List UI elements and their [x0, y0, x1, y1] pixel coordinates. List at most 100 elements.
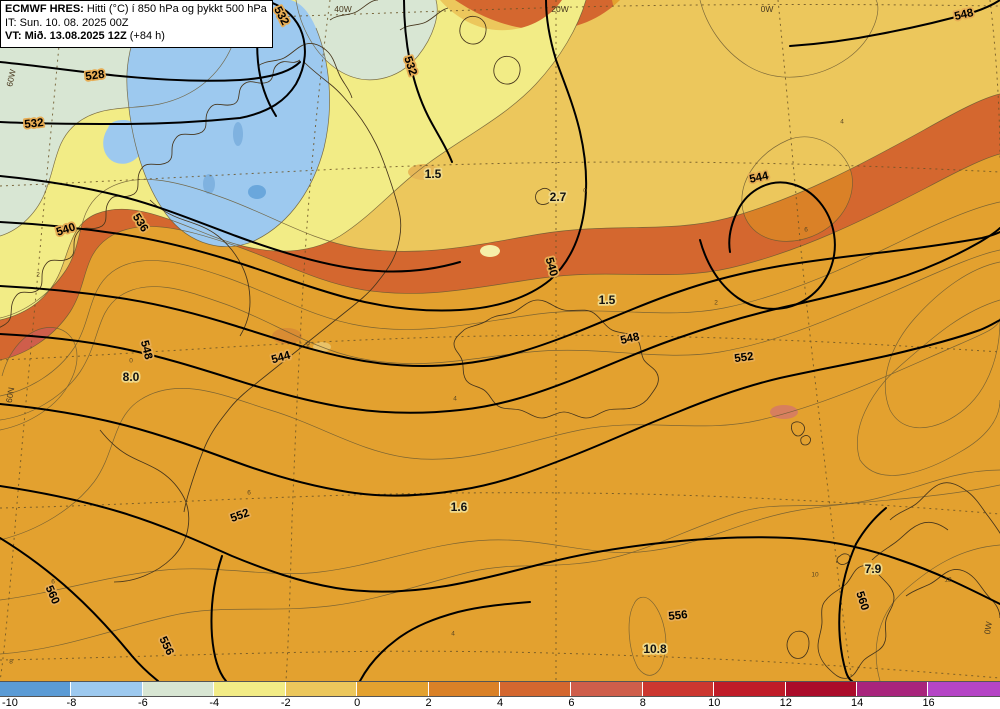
thickness-536: [0, 175, 461, 273]
svg-text:540: 540: [543, 256, 560, 278]
inline-value-label: 8: [9, 659, 13, 666]
svg-text:10: 10: [811, 572, 819, 579]
temp-band-0: [0, 154, 1000, 681]
info-line-model: ECMWF HRES: Hitti (°C) í 850 hPa og þykk…: [5, 3, 267, 17]
inline-value-label: 10: [811, 572, 819, 579]
temp-patch-3: [770, 405, 798, 419]
colorbar-segment[interactable]: [642, 682, 715, 696]
svg-text:528: 528: [85, 69, 106, 84]
longitude-label: 0W: [761, 4, 774, 14]
svg-text:2.7: 2.7: [550, 190, 567, 204]
colorbar-tick: 0: [354, 697, 361, 709]
thickness-560c: [855, 507, 887, 545]
colorbar-segment[interactable]: [0, 682, 72, 696]
colorbar-tick: -2: [280, 697, 291, 709]
colorbar-tick: 6: [568, 697, 575, 709]
inline-value-label: 12: [944, 577, 952, 584]
colorbar-segment[interactable]: [785, 682, 858, 696]
colorbar-segment[interactable]: [428, 682, 500, 696]
cold-pool-core-2: [203, 174, 215, 194]
colorbar-tick: 4: [496, 697, 504, 709]
inline-value-label: 0: [306, 341, 310, 348]
colorbar-segment[interactable]: [214, 682, 286, 696]
colorbar-tick: -4: [209, 697, 220, 709]
svg-text:10.8: 10.8: [643, 642, 667, 656]
colorbar-segment[interactable]: [499, 682, 572, 696]
coastline-faroe-2: [800, 435, 811, 446]
forecast-info-box: ECMWF HRES: Hitti (°C) í 850 hPa og þykk…: [0, 0, 273, 48]
svg-text:0W: 0W: [982, 621, 994, 635]
coastline-ireland: [786, 630, 810, 659]
thickness-528: [0, 61, 301, 82]
product-label: Hitti (°C) í 850 hPa og þykkt 500 hPa: [86, 3, 267, 15]
graticule-label-group: 60W 40W 20W 0W 60N 0W: [4, 4, 994, 635]
map-canvas[interactable]: 528 528 532 532 532 532 532 532 536 536 540 540 540 5…: [0, 0, 1000, 681]
svg-text:0W: 0W: [761, 4, 774, 14]
coastline-greenland-east: [183, 61, 402, 513]
coastline-island-small-2: [459, 15, 487, 45]
svg-text:1.6: 1.6: [451, 500, 468, 514]
svg-text:540: 540: [55, 221, 77, 238]
svg-text:6: 6: [804, 227, 808, 234]
contour-label-temperature: 1.51.5: [423, 165, 444, 183]
thickness-544: [0, 231, 1000, 367]
thickness-552: [0, 319, 1000, 497]
svg-text:0: 0: [129, 358, 133, 365]
contour-label-temperature: 2.72.7: [548, 188, 569, 206]
info-line-init: IT: Sun. 10. 08. 2025 00Z: [5, 16, 129, 29]
svg-text:8.0: 8.0: [123, 370, 140, 384]
temp-band-m8c: [103, 120, 145, 164]
inline-value-label: 4: [451, 631, 455, 638]
coastline-island-small-3: [535, 187, 553, 205]
svg-text:528: 528: [85, 69, 106, 84]
colorbar-segment[interactable]: [285, 682, 358, 696]
colorbar-segment[interactable]: [714, 682, 786, 696]
svg-text:532: 532: [24, 117, 44, 131]
colorbar-swatches[interactable]: [0, 681, 1000, 697]
svg-text:556: 556: [668, 609, 688, 623]
inline-value-label: 4: [453, 396, 457, 403]
svg-text:548: 548: [619, 331, 641, 347]
inline-value-label: 2: [714, 300, 718, 307]
contour-label-temperature: 8.08.0: [121, 368, 142, 386]
svg-text:544: 544: [748, 170, 770, 186]
thickness-556b: [210, 555, 227, 681]
svg-text:4: 4: [453, 396, 457, 403]
thickness-544b: [699, 181, 836, 310]
colorbar-segment[interactable]: [142, 682, 215, 696]
longitude-label: 60W: [4, 68, 17, 87]
colorbar-tick: 14: [851, 697, 864, 709]
colorbar-segment[interactable]: [71, 682, 143, 696]
svg-text:4: 4: [451, 631, 455, 638]
svg-text:560: 560: [853, 590, 870, 612]
colorbar-tick: -8: [66, 697, 77, 709]
colorbar-legend: -10 -8 -6 -4 -2 0 2 4 6 8 10 12 14 16: [0, 681, 1000, 709]
svg-text:532: 532: [401, 55, 418, 77]
inline-value-label: 0: [129, 358, 133, 365]
svg-text:12: 12: [944, 577, 952, 584]
thickness-556: [0, 485, 1000, 605]
colorbar-segment[interactable]: [857, 682, 929, 696]
temp-patch-4: [408, 164, 440, 180]
latitude-label: 60N: [4, 386, 17, 403]
inline-value-label: 4: [840, 119, 844, 126]
colorbar-segment[interactable]: [571, 682, 643, 696]
svg-text:532: 532: [24, 117, 44, 131]
thickness-extra-1: [359, 601, 531, 681]
temp-band-m6b: [296, 0, 438, 80]
info-line-valid: VT: Mið. 13.08.2025 12Z (+84 h): [5, 30, 267, 44]
svg-text:552: 552: [734, 351, 755, 366]
colorbar-segment[interactable]: [357, 682, 429, 696]
graticule: [0, 0, 1000, 681]
svg-text:544: 544: [270, 349, 292, 366]
coastline-norway: [889, 482, 1000, 534]
temp-patch: [480, 245, 500, 257]
colorbar-segment[interactable]: [928, 682, 1000, 696]
thickness-548b: [879, 0, 1000, 35]
